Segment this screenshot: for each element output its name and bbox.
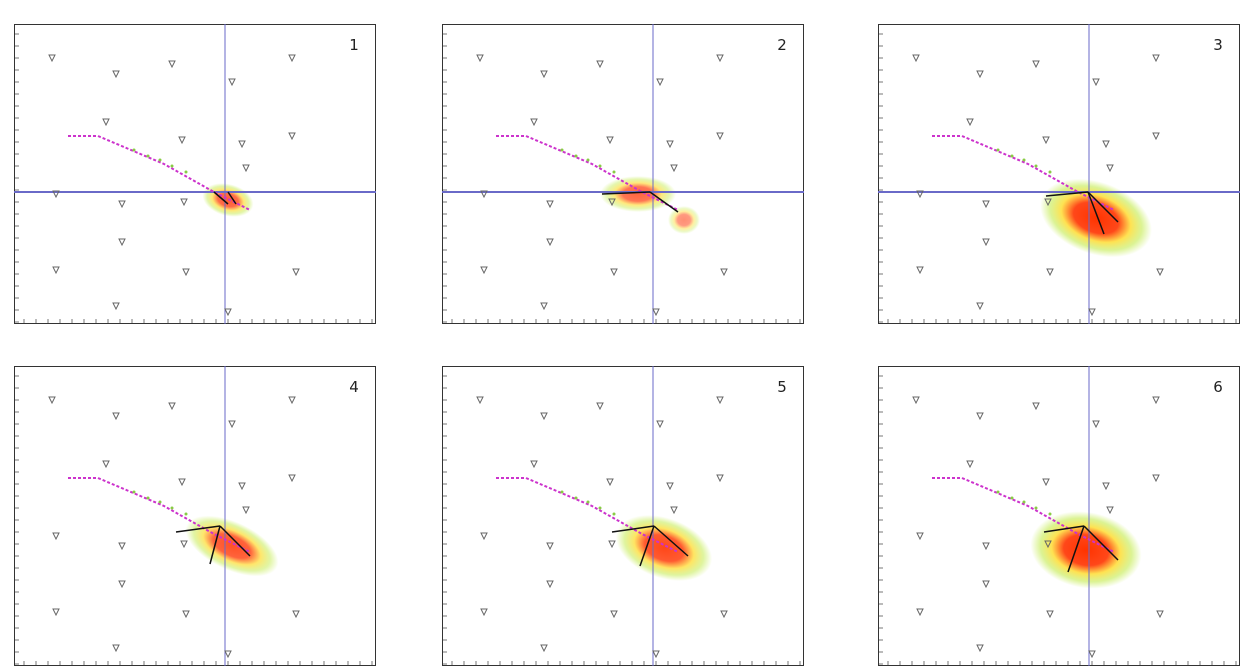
trajectory-dot bbox=[133, 149, 136, 152]
trajectory-dot bbox=[171, 507, 174, 510]
trajectory-dot bbox=[587, 159, 590, 162]
trajectory-dot bbox=[599, 507, 602, 510]
trajectory-dot bbox=[1023, 159, 1026, 162]
panel-number-label: 1 bbox=[349, 36, 359, 54]
trajectory-dot bbox=[599, 165, 602, 168]
chart-panel-5: 5 bbox=[442, 350, 804, 666]
panel-title bbox=[878, 8, 1240, 24]
density-blob bbox=[668, 206, 700, 234]
trajectory-dot bbox=[561, 149, 564, 152]
panel-title bbox=[442, 8, 804, 24]
trajectory-dot bbox=[159, 159, 162, 162]
panel-title bbox=[442, 350, 804, 366]
trajectory-dot bbox=[147, 155, 150, 158]
plot-frame bbox=[879, 25, 1240, 324]
trajectory-dot bbox=[1011, 155, 1014, 158]
trajectory-dot bbox=[575, 155, 578, 158]
panel-number-label: 2 bbox=[777, 36, 787, 54]
panel-plot: 6 bbox=[878, 366, 1240, 666]
chart-panel-3: 3 bbox=[878, 8, 1240, 324]
trajectory-dot bbox=[1035, 165, 1038, 168]
panel-number-label: 4 bbox=[349, 378, 359, 396]
plot-frame bbox=[443, 367, 804, 666]
trajectory-dot bbox=[613, 513, 616, 516]
panel-number-label: 6 bbox=[1213, 378, 1223, 396]
trajectory-dot bbox=[133, 491, 136, 494]
trajectory-dot bbox=[561, 491, 564, 494]
trajectory-dot bbox=[185, 513, 188, 516]
trajectory-dot bbox=[1049, 513, 1052, 516]
trajectory-dot bbox=[997, 149, 1000, 152]
panel-plot: 2 bbox=[442, 24, 804, 324]
plot-frame bbox=[443, 25, 804, 324]
trajectory-dot bbox=[171, 165, 174, 168]
panel-number-label: 5 bbox=[777, 378, 787, 396]
trajectory-dot bbox=[613, 171, 616, 174]
trajectory-dot bbox=[185, 171, 188, 174]
trajectory-dot bbox=[147, 497, 150, 500]
panel-plot: 4 bbox=[14, 366, 376, 666]
panel-title bbox=[14, 8, 376, 24]
panel-title bbox=[14, 350, 376, 366]
trajectory-dot bbox=[159, 501, 162, 504]
panel-plot: 3 bbox=[878, 24, 1240, 324]
trajectory-dot bbox=[575, 497, 578, 500]
trajectory-dot bbox=[1011, 497, 1014, 500]
chart-panel-6: 6 bbox=[878, 350, 1240, 666]
trajectory-dot bbox=[997, 491, 1000, 494]
panel-number-label: 3 bbox=[1213, 36, 1223, 54]
panel-title bbox=[878, 350, 1240, 366]
chart-panel-2: 2 bbox=[442, 8, 804, 324]
plot-frame bbox=[15, 367, 376, 666]
trajectory-dot bbox=[1023, 501, 1026, 504]
panel-plot: 1 bbox=[14, 24, 376, 324]
trajectory-dot bbox=[1049, 171, 1052, 174]
chart-panel-4: 4 bbox=[14, 350, 376, 666]
trajectory-dot bbox=[587, 501, 590, 504]
chart-panel-1: 1 bbox=[14, 8, 376, 324]
trajectory-dot bbox=[1035, 507, 1038, 510]
panel-plot: 5 bbox=[442, 366, 804, 666]
plot-frame bbox=[15, 25, 376, 324]
